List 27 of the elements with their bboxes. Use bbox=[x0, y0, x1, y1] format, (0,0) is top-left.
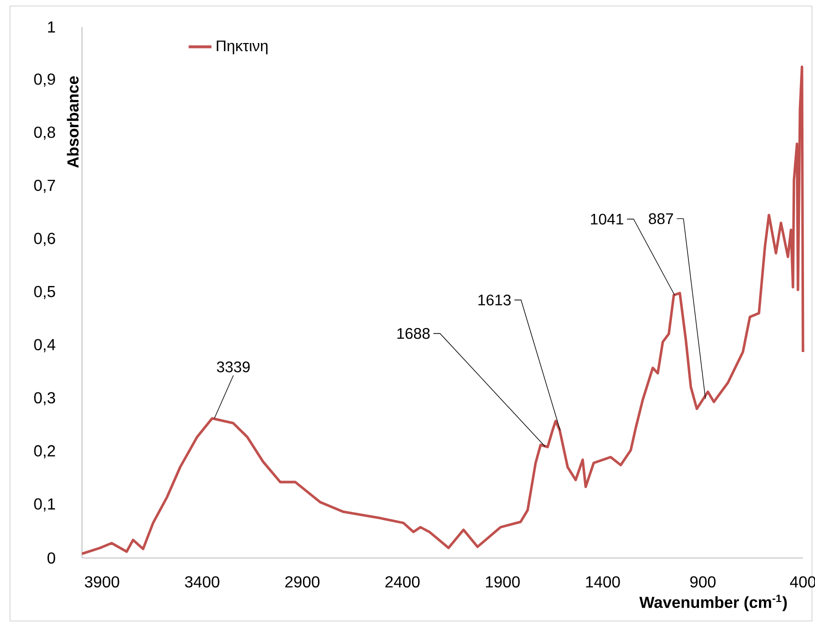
y-tick-label: 0,8 bbox=[34, 126, 56, 140]
y-tick-label: 0,5 bbox=[34, 286, 56, 300]
annotation: 887 bbox=[648, 213, 674, 224]
y-tick-label: 0,2 bbox=[34, 445, 55, 458]
annotation: 1041 bbox=[591, 214, 624, 225]
y-tick-label: 0,9 bbox=[34, 73, 56, 87]
y-axis-title: Absorbance bbox=[66, 76, 79, 168]
x-tick-label: 900 bbox=[690, 576, 716, 588]
y-tick-label: 1 bbox=[48, 22, 55, 32]
y-tick-label: 0,7 bbox=[34, 180, 55, 193]
annotation: 3339 bbox=[216, 361, 250, 372]
y-tick-label: 0,6 bbox=[34, 232, 56, 246]
legend-label: Πηκτινη bbox=[216, 40, 268, 54]
x-tick-label: 1900 bbox=[486, 576, 520, 588]
y-tick-label: 0,4 bbox=[34, 338, 56, 352]
y-tick-label: 0,3 bbox=[34, 392, 56, 406]
y-tick-label: 0 bbox=[48, 552, 56, 564]
x-axis-title: Wavenumber (cm$^{-1}$) bbox=[639, 594, 787, 612]
annotation: 1613 bbox=[478, 294, 511, 306]
annotation: 1688 bbox=[397, 328, 430, 339]
x-tick-label: 2400 bbox=[385, 576, 420, 588]
x-tick-label: 1400 bbox=[586, 576, 620, 588]
x-tick-label: 3900 bbox=[84, 576, 120, 588]
line-series bbox=[80, 66, 804, 556]
y-tick-label: 0,1 bbox=[34, 498, 55, 512]
x-tick-label: 2900 bbox=[285, 576, 320, 588]
x-tick-label: 3400 bbox=[184, 576, 220, 588]
